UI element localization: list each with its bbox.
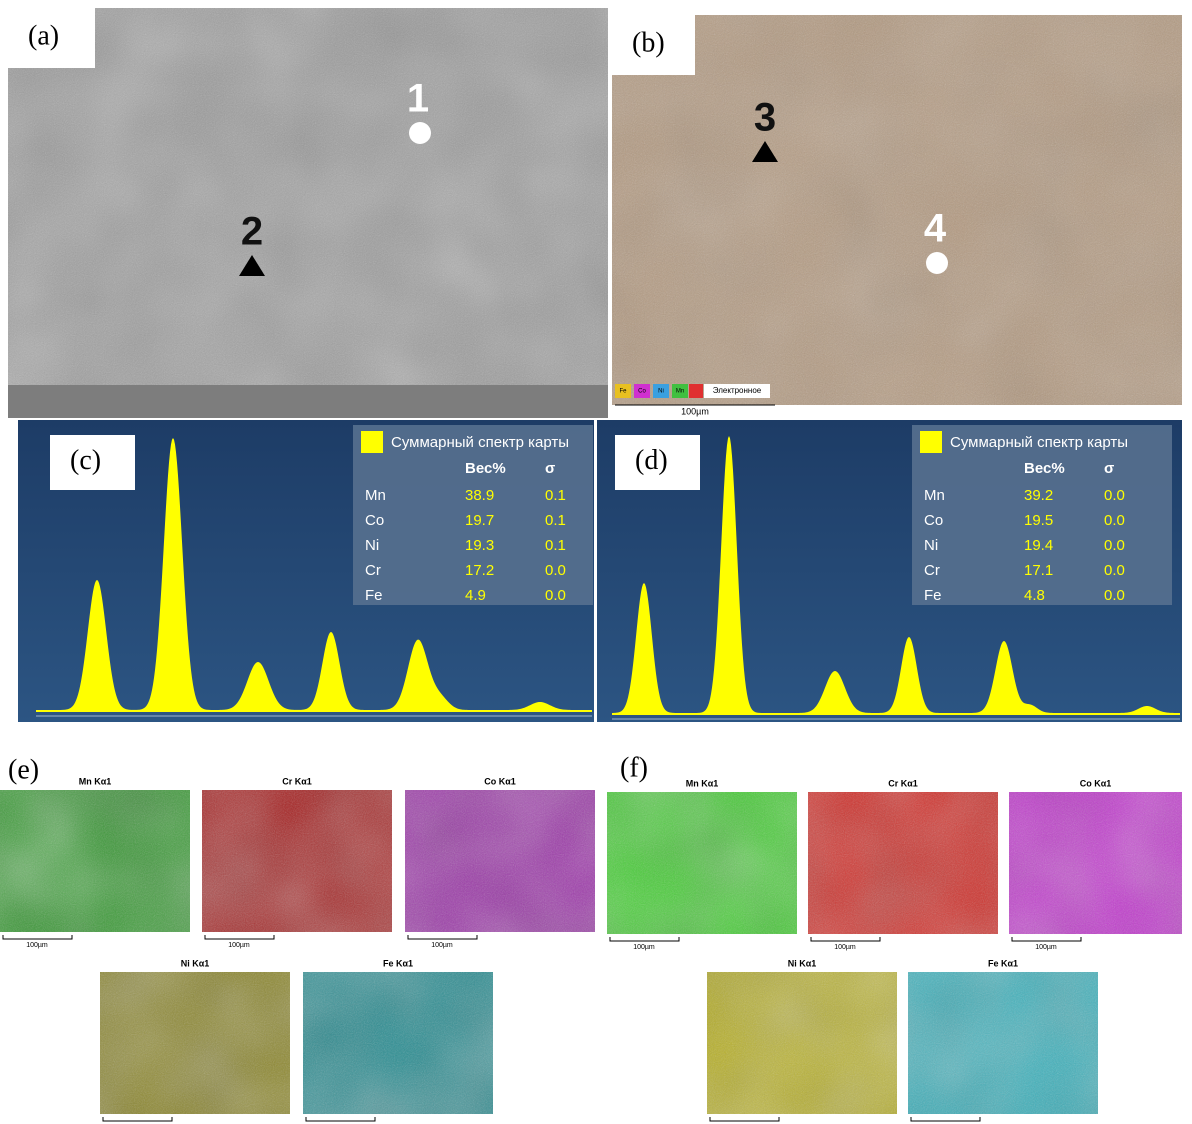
table-value: 38.9	[465, 487, 494, 504]
map-title: Cr Kα1	[282, 776, 312, 786]
column-header: Вес%	[1024, 460, 1065, 477]
element-name: Fe	[365, 587, 383, 604]
legend-swatch	[689, 384, 703, 398]
legend-label: Электронное	[713, 386, 762, 395]
scale-bar	[911, 1117, 980, 1121]
table-value: 0.0	[1104, 537, 1125, 554]
element-name: Fe	[924, 587, 942, 604]
table-value: 19.3	[465, 537, 494, 554]
scale-label: 100µm	[633, 944, 655, 951]
texture	[0, 790, 190, 932]
texture	[303, 972, 493, 1114]
legend-swatch	[920, 431, 942, 453]
column-header: σ	[545, 460, 555, 477]
map-title: Ni Kα1	[181, 958, 210, 968]
table-value: 0.0	[1104, 562, 1125, 579]
scale-bar	[408, 935, 477, 939]
texture	[202, 790, 392, 932]
element-name: Ni	[365, 537, 379, 554]
column-header: Вес%	[465, 460, 506, 477]
table-value: 19.4	[1024, 537, 1053, 554]
scale-bar	[710, 1117, 779, 1121]
texture	[8, 8, 608, 418]
scale-label: 100µm	[431, 942, 453, 949]
legend-swatch	[361, 431, 383, 453]
point-label: 1	[407, 77, 429, 121]
map-title: Fe Kα1	[988, 958, 1018, 968]
table-value: 0.1	[545, 487, 566, 504]
scale-bar	[811, 937, 880, 941]
table-value: 0.1	[545, 537, 566, 554]
element-name: Co	[924, 512, 943, 529]
map-title: Mn Kα1	[79, 776, 112, 786]
element-name: Mn	[924, 487, 945, 504]
map-title: Mn Kα1	[686, 778, 719, 788]
texture	[1009, 792, 1182, 934]
element-name: Ni	[924, 537, 938, 554]
map-title: Cr Kα1	[888, 778, 918, 788]
table-value: 17.2	[465, 562, 494, 579]
point-label: 2	[241, 210, 263, 254]
point-label: 4	[924, 207, 947, 251]
figure: (a) (b) (c) (d) (e) (f) 1 2 3 4 Fe Co Ni Mn Электронно…	[0, 0, 1192, 1124]
legend-label: Ni	[658, 389, 664, 395]
legend-label: Mn	[676, 389, 684, 395]
panel-label: (d)	[635, 445, 668, 476]
table-value: 0.0	[1104, 512, 1125, 529]
legend-title: Суммарный спектр карты	[950, 434, 1128, 451]
map-title: Co Kα1	[1080, 778, 1112, 788]
element-name: Co	[365, 512, 384, 529]
scale-bar	[610, 937, 679, 941]
panel-label: (e)	[8, 754, 39, 785]
texture	[612, 15, 1182, 405]
table-value: 4.9	[465, 587, 486, 604]
scale-bar	[205, 935, 274, 939]
scale-label: 100µm	[26, 942, 48, 949]
legend-label: Co	[638, 389, 646, 395]
table-value: 0.0	[1104, 587, 1125, 604]
scale-bar	[1012, 937, 1081, 941]
scale-bar	[306, 1117, 375, 1121]
texture	[707, 972, 897, 1114]
legend-title: Суммарный спектр карты	[391, 434, 569, 451]
scale-label: 100µm	[228, 942, 250, 949]
panel-label: (c)	[70, 445, 101, 476]
table-value: 4.8	[1024, 587, 1045, 604]
point-marker	[926, 252, 948, 274]
scale-bar	[103, 1117, 172, 1121]
table-value: 17.1	[1024, 562, 1053, 579]
table-value: 39.2	[1024, 487, 1053, 504]
element-name: Mn	[365, 487, 386, 504]
texture	[908, 972, 1098, 1114]
point-label: 3	[754, 96, 776, 140]
table-value: 0.0	[1104, 487, 1125, 504]
map-title: Co Kα1	[484, 776, 516, 786]
map-title: Ni Kα1	[788, 958, 817, 968]
table-value: 0.0	[545, 562, 566, 579]
scale-bar	[3, 935, 72, 939]
texture	[808, 792, 998, 934]
scale-label: 100µm	[834, 944, 856, 951]
point-marker	[409, 122, 431, 144]
map-title: Fe Kα1	[383, 958, 413, 968]
element-name: Cr	[365, 562, 381, 579]
column-header: σ	[1104, 460, 1114, 477]
panel-label: (a)	[28, 20, 59, 51]
table-value: 0.0	[545, 587, 566, 604]
texture	[100, 972, 290, 1114]
legend-label: Fe	[619, 389, 627, 395]
texture	[405, 790, 595, 932]
info-bar	[8, 385, 608, 418]
element-name: Cr	[924, 562, 940, 579]
panel-label: (f)	[620, 752, 648, 783]
table-value: 19.5	[1024, 512, 1053, 529]
table-value: 19.7	[465, 512, 494, 529]
table-value: 0.1	[545, 512, 566, 529]
texture	[607, 792, 797, 934]
scale-label: 100µm	[1035, 944, 1057, 951]
scale-label: 100µm	[681, 406, 709, 416]
panel-label: (b)	[632, 27, 665, 58]
